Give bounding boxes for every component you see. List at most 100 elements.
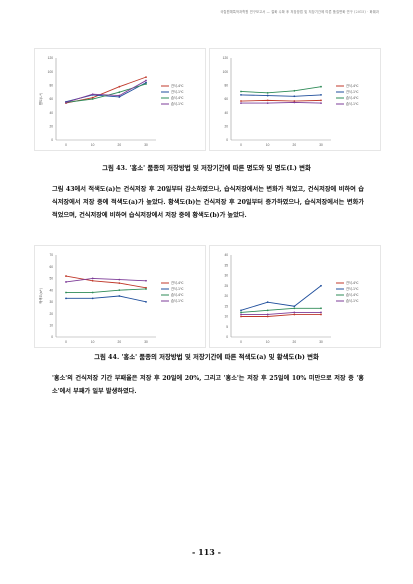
legend-entry: 건식-4℃ [171, 280, 184, 285]
x-tick-label: 10 [266, 340, 270, 344]
data-point [118, 91, 121, 94]
data-point [266, 309, 269, 312]
data-point [240, 90, 242, 93]
data-point [266, 315, 269, 318]
y-tick-label: 35 [224, 263, 228, 267]
legend-entry: 습식-1℃ [171, 101, 184, 106]
data-point [145, 300, 147, 303]
data-point [240, 315, 242, 318]
x-tick-label: 10 [91, 143, 95, 147]
data-point [145, 279, 147, 282]
data-point [293, 101, 296, 104]
y-tick-label: 60 [49, 97, 53, 101]
paragraph-2: '홍소'의 건식저장 기간 부패율은 저장 후 20일에 20%, 그리고 '홍… [52, 375, 364, 395]
y-tick-label: 80 [224, 84, 228, 88]
y-tick-label: 30 [224, 274, 228, 278]
data-point [145, 81, 147, 84]
y-tick-label: 100 [48, 70, 54, 74]
data-point [145, 76, 147, 79]
y-tick-label: 120 [48, 56, 54, 60]
data-point [293, 95, 296, 98]
series-line [241, 311, 321, 315]
series-line [240, 86, 322, 94]
legend-entry: 습식-1℃ [346, 101, 359, 106]
data-point [320, 284, 322, 287]
legend-entry: 건식-1℃ [171, 89, 184, 94]
chart-redness: 0 10 20 30 40 50 60 70 0 10 20 30 적색도(a*) 건식-4℃ 건식-1℃ 습… [34, 245, 206, 348]
series-line [65, 80, 147, 103]
chart-yellowness-svg: 0 5 10 15 20 25 30 35 40 0 10 20 30 건식-4℃건식-1℃습식-4℃습식… [209, 245, 381, 348]
x-tick-label: 0 [240, 143, 242, 147]
data-point [91, 277, 94, 280]
y-tick-label: 20 [49, 312, 53, 316]
legend-entry: 습식-4℃ [346, 95, 359, 100]
series-line [65, 277, 147, 283]
series-line [65, 275, 147, 289]
data-point [145, 83, 147, 85]
series-line [241, 313, 321, 317]
data-point [118, 94, 121, 97]
data-point [240, 309, 242, 312]
data-point [65, 297, 67, 300]
y-tick-label: 10 [49, 323, 53, 327]
chart-lightness-right-svg: 0 20 40 60 80 100 120 0 10 20 30 건식-4℃건식-1℃습식-4℃습식-… [209, 48, 381, 151]
data-point [266, 91, 269, 94]
data-point [118, 295, 121, 297]
y-tick-label: 70 [49, 253, 53, 257]
series-line [240, 307, 321, 313]
legend-entry: 건식-1℃ [171, 286, 184, 291]
paragraph-1: 그림 43에서 적색도(a)는 건식저장 후 20일부터 감소하였으나, 습식저… [52, 186, 364, 219]
chart-frame [209, 245, 381, 348]
x-tick-label: 0 [240, 340, 242, 344]
series-line [240, 99, 322, 102]
y-tick-label: 0 [51, 138, 53, 142]
legend-entry: 습식-4℃ [171, 95, 184, 100]
data-point [240, 102, 242, 104]
x-tick-label: 20 [118, 340, 122, 344]
y-tick-label: 60 [224, 97, 228, 101]
legend-entry: 습식-1℃ [171, 298, 184, 303]
chart-lightness-left: 0 20 40 60 80 100 120 0 10 20 30 명도(L*) 건식-4℃ 건식-1℃ 습식… [34, 48, 206, 151]
y-axis-label: 명도(L*) [38, 92, 43, 105]
legend-entry: 건식-4℃ [346, 83, 359, 88]
y-tick-label: 40 [49, 111, 53, 115]
data-point [65, 101, 67, 104]
data-point [91, 291, 94, 294]
x-tick-label: 20 [293, 143, 297, 147]
data-point [320, 311, 322, 314]
data-point [118, 282, 121, 285]
data-point [266, 94, 269, 97]
data-point [266, 313, 269, 316]
figure-43: 0 20 40 60 80 100 120 0 10 20 30 명도(L*) 건식-4℃ 건식-1℃ 습식… [34, 48, 381, 151]
y-tick-label: 0 [226, 335, 228, 339]
chart-yellowness: 0 5 10 15 20 25 30 35 40 0 10 20 30 건식-4℃ 건식-1℃ 습식-4℃ 습식… [209, 245, 381, 348]
data-point [293, 313, 296, 316]
data-point [293, 305, 296, 308]
data-point [293, 89, 296, 92]
data-point [118, 96, 121, 98]
y-tick-label: 20 [49, 125, 53, 129]
data-point [320, 99, 322, 102]
legend-entry: 건식-4℃ [171, 83, 184, 88]
figure-44: 0 10 20 30 40 50 60 70 0 10 20 30 적색도(a*) 건식-4℃ 건식-1℃ 습… [34, 245, 381, 348]
data-point [266, 102, 269, 104]
data-point [240, 313, 242, 316]
y-axis-label: 적색도(a*) [38, 287, 43, 303]
y-tick-label: 0 [226, 138, 228, 142]
data-point [240, 100, 242, 102]
data-point [65, 275, 67, 277]
y-tick-label: 50 [49, 277, 53, 281]
y-tick-label: 20 [224, 125, 228, 129]
data-point [91, 98, 94, 100]
legend-entry: 건식-4℃ [346, 280, 359, 285]
y-tick-label: 10 [224, 315, 228, 319]
data-point [320, 313, 322, 316]
x-tick-label: 20 [118, 143, 122, 147]
data-point [91, 96, 94, 99]
data-point [320, 85, 322, 88]
y-tick-label: 100 [223, 70, 229, 74]
figure-44-caption: 그림 44. '홍소' 품종의 저장방법 및 저장기간에 따른 적색도(a) 및… [94, 353, 319, 361]
y-tick-label: 40 [49, 288, 53, 292]
